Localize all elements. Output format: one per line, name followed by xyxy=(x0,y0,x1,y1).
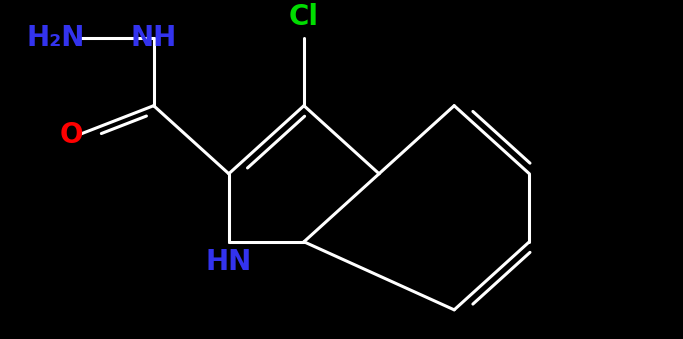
Text: O: O xyxy=(60,121,83,149)
Text: Cl: Cl xyxy=(289,3,319,31)
Text: HN: HN xyxy=(206,248,252,276)
Text: H₂N: H₂N xyxy=(27,24,85,52)
Text: NH: NH xyxy=(130,24,177,52)
